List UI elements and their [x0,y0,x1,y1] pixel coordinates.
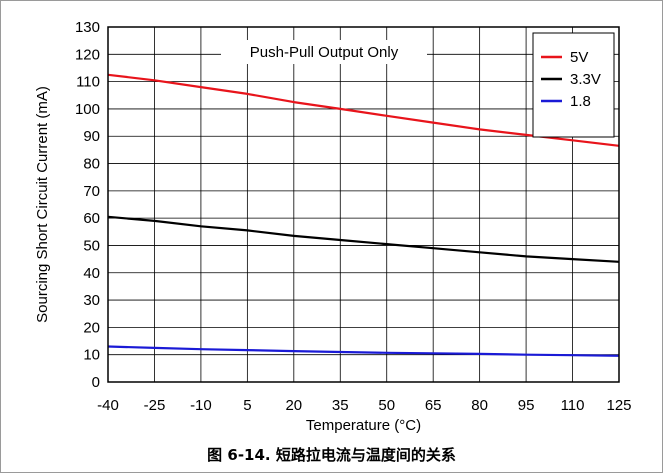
y-tick-label: 80 [83,156,100,173]
figure-caption: 图 6-14. 短路拉电流与温度间的关系 [207,446,456,464]
x-tick-label: 65 [425,397,442,414]
x-tick-label: 80 [471,397,488,414]
legend-label: 1.8 [570,93,591,110]
legend-label: 3.3V [570,71,601,88]
y-tick-label: 70 [83,183,100,200]
x-tick-label: -40 [97,397,119,414]
x-axis-title: Temperature (°C) [306,417,421,434]
x-tick-label: 5 [243,397,251,414]
y-tick-label: 20 [83,319,100,336]
y-tick-label: 50 [83,237,100,254]
y-tick-label: 30 [83,292,100,309]
series-line-1-8 [107,345,620,357]
y-tick-label: 0 [92,374,100,391]
y-tick-label: 110 [76,74,100,91]
annotation-background [221,40,427,64]
y-tick-label: 40 [83,265,100,282]
x-tick-label: 20 [285,397,302,414]
y-tick-label: 100 [75,101,100,118]
x-tick-label: -25 [144,397,166,414]
x-tick-label: 35 [332,397,349,414]
legend-label: 5V [570,49,588,66]
x-tick-label: 125 [606,397,631,414]
plot-border [107,26,620,383]
legend-box [532,32,615,138]
y-tick-label: 10 [83,347,100,364]
y-tick-label: 60 [83,210,100,227]
x-tick-label: 95 [518,397,535,414]
y-tick-label: 120 [75,46,100,63]
y-axis-title: Sourcing Short Circuit Current (mA) [34,86,51,323]
y-tick-label: 90 [83,128,100,145]
x-tick-label: 50 [378,397,395,414]
x-tick-label: 110 [561,397,585,414]
y-tick-label: 130 [75,19,100,36]
x-tick-label: -10 [190,397,212,414]
chart-annotation: Push-Pull Output Only [250,44,399,61]
series-line-3-3v [107,215,620,263]
